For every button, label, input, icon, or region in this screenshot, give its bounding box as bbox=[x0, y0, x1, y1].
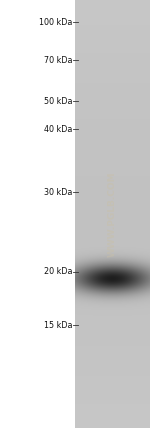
Text: 50 kDa: 50 kDa bbox=[44, 96, 72, 105]
Text: 40 kDa: 40 kDa bbox=[44, 125, 72, 134]
Text: WWW.PGLB.COM: WWW.PGLB.COM bbox=[108, 171, 117, 257]
Text: 15 kDa: 15 kDa bbox=[44, 321, 72, 330]
Text: 70 kDa: 70 kDa bbox=[44, 56, 72, 65]
Text: 20 kDa: 20 kDa bbox=[44, 268, 72, 276]
Text: 30 kDa: 30 kDa bbox=[44, 187, 72, 196]
Text: 100 kDa: 100 kDa bbox=[39, 18, 72, 27]
